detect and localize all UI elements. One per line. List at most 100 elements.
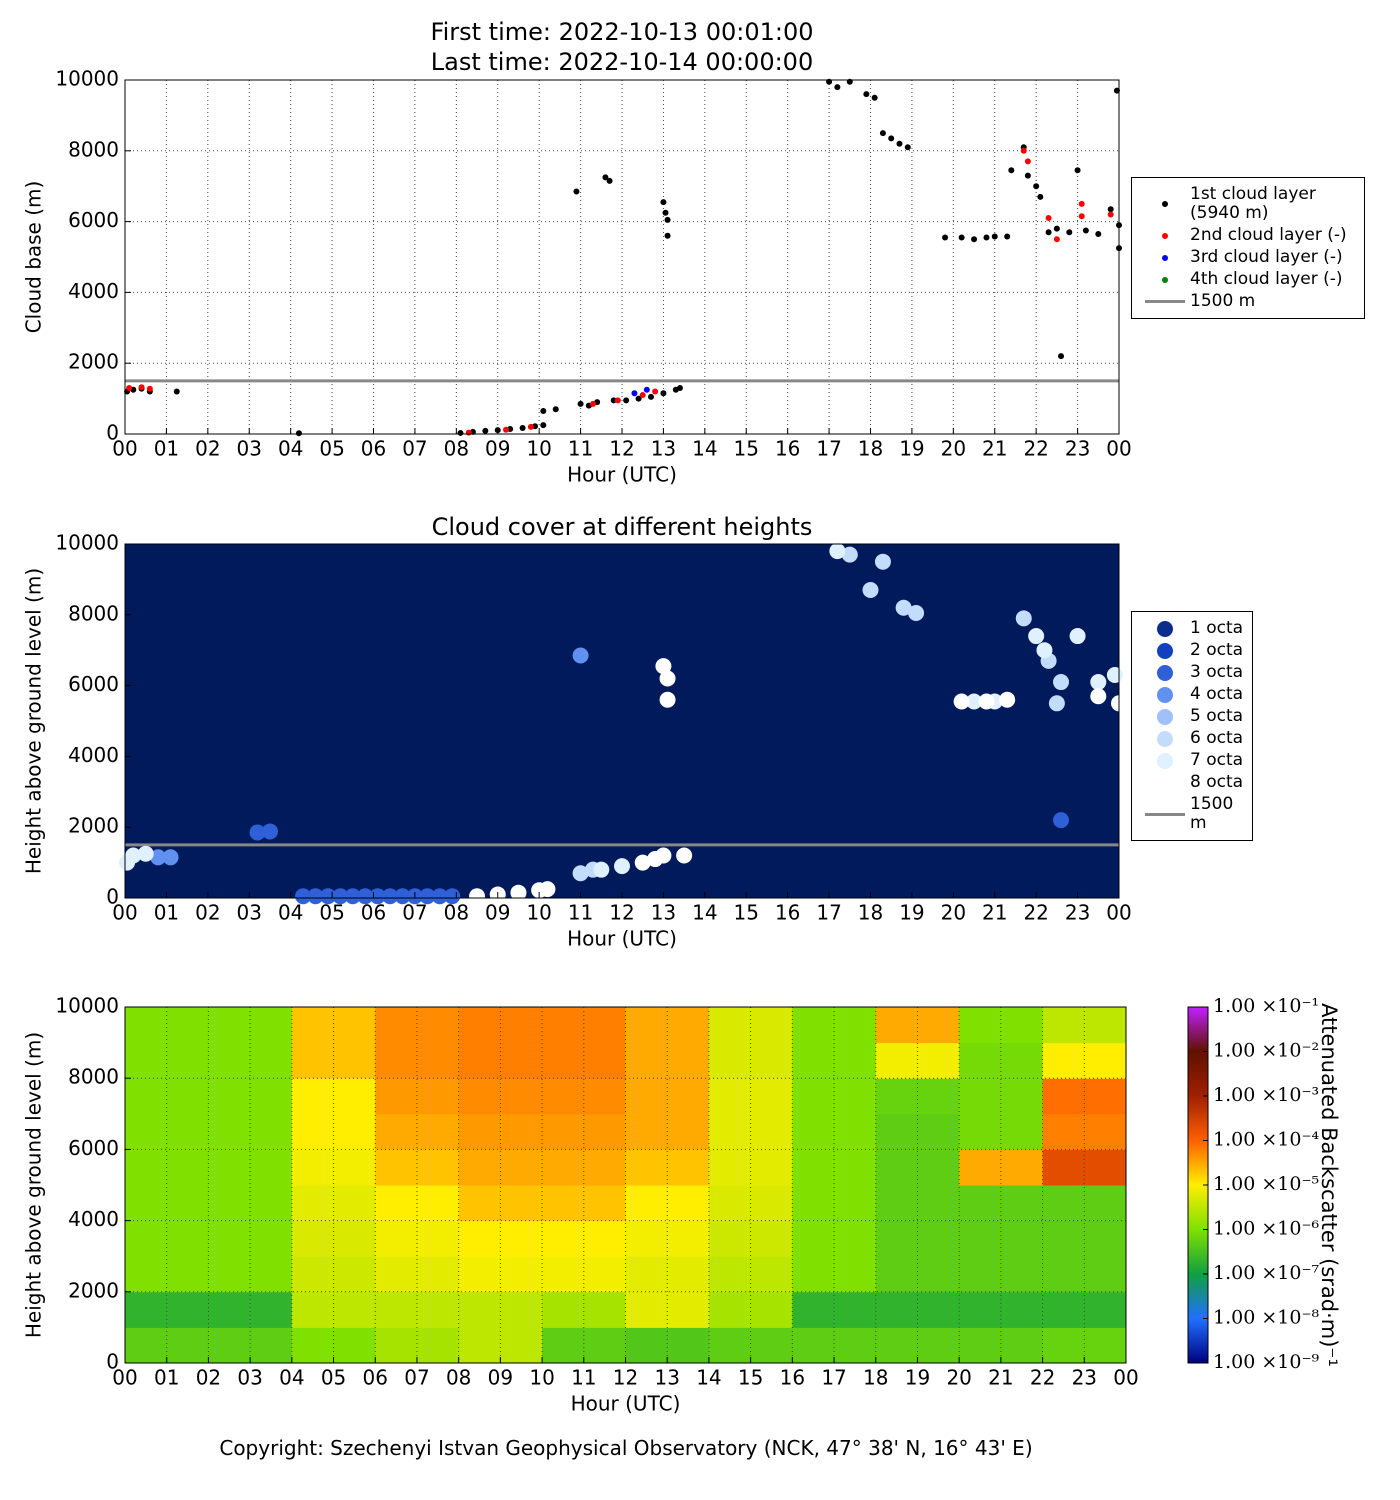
data-point [971,236,978,243]
data-point [1074,167,1081,174]
x-tick-label: 03 [237,1366,262,1390]
data-point [540,407,547,414]
data-point [173,388,180,395]
heatmap-cell [208,1007,293,1044]
heatmap-cell [625,1220,710,1257]
legend-swatch [1140,812,1190,816]
data-point [614,397,621,404]
data-point [1078,200,1085,207]
x-tick-label: 11 [568,901,593,925]
data-point [1024,158,1031,165]
heatmap-cell [708,1291,793,1328]
legend-entry: 1500 m [1140,795,1244,833]
plot-background [125,544,1119,898]
x-tick-label: 09 [485,901,510,925]
data-point [457,429,464,436]
data-point [539,881,556,898]
data-point [1033,183,1040,190]
legend-entry: 4 octa [1140,685,1244,704]
x-tick-label: 20 [946,1366,971,1390]
data-point [610,397,617,404]
y-tick-label: 6000 [68,208,119,232]
legend-entry: 2nd cloud layer (-) [1140,226,1356,245]
x-tick-label: 17 [816,901,841,925]
data-point [510,884,527,901]
data-point [150,849,167,866]
colorbar-tick-label: 1.00 ×10⁻⁵ [1213,1173,1319,1195]
data-point [540,422,547,429]
y-tick-label: 10000 [55,994,119,1018]
legend-swatch [1140,752,1190,769]
x-tick-label: 12 [613,1366,638,1390]
data-point [261,823,278,840]
heatmap-cell [625,1291,710,1328]
heatmap-cell [959,1042,1044,1079]
data-point [431,888,448,905]
heatmap-cell [458,1007,543,1044]
x-tick-label: 11 [568,437,593,461]
data-point [138,384,145,391]
legend-label: 1st cloud layer (5940 m) [1190,184,1316,223]
x-tick-label: 16 [780,1366,805,1390]
heatmap-cell [1042,1007,1127,1044]
legend-marker [1157,642,1173,659]
data-point [590,400,597,407]
heatmap-cell [375,1078,460,1115]
data-point [527,423,534,430]
data-point [503,426,510,433]
heatmap-cell [1042,1042,1127,1079]
x-tick-label: 04 [279,1366,304,1390]
heatmap-cell [1042,1220,1127,1257]
data-point [307,888,324,905]
y-tick-label: 8000 [68,1065,119,1089]
legend-entry: 3 octa [1140,663,1244,682]
heatmap-cell [708,1042,793,1079]
y-axis-label: Height above ground level (m) [22,1032,46,1338]
heatmap-cell [625,1007,710,1044]
data-point [652,388,659,395]
x-tick-label: 00 [1113,1366,1138,1390]
heatmap-cell [875,1291,960,1328]
data-point [1048,695,1065,712]
heatmap-cell [792,1007,877,1044]
legend-marker [1157,620,1173,637]
y-tick-label: 8000 [68,137,119,161]
heatmap-cell [208,1078,293,1115]
data-point [1058,353,1065,360]
heatmap-cell [1042,1256,1127,1293]
x-tick-label: 00 [1106,901,1131,925]
x-tick-label: 19 [899,901,924,925]
heatmap-cell [208,1042,293,1079]
data-point [137,845,154,862]
data-point [647,393,654,400]
data-point [664,216,671,223]
legend-swatch [1140,642,1190,659]
y-tick-label: 2000 [68,814,119,838]
data-point [1066,229,1073,236]
x-tick-label: 15 [734,437,759,461]
heatmap-cell [208,1256,293,1293]
heatmap-cell [375,1042,460,1079]
x-tick-label: 14 [692,901,717,925]
legend: 1st cloud layer (5940 m) 2nd cloud layer … [1131,177,1365,319]
x-tick-label: 18 [858,901,883,925]
data-point [1045,229,1052,236]
heatmap-cell [542,1220,626,1257]
heatmap-cell [291,1042,376,1079]
heatmap-cell [875,1256,960,1293]
data-point [958,234,965,241]
data-point [1078,213,1085,220]
chart-subtitle: Last time: 2022-10-14 00:00:00 [431,48,813,76]
heatmap-cell [291,1256,376,1293]
legend-marker [1157,708,1173,725]
heatmap-cell [375,1220,460,1257]
data-point [841,546,858,563]
legend: 1 octa 2 octa 3 octa 4 octa 5 octa 6 octa 7 oc… [1131,611,1253,841]
data-point [573,188,580,195]
legend-swatch [1140,708,1190,725]
y-tick-label: 0 [106,885,119,909]
data-point [1015,610,1032,627]
data-point [1053,225,1060,232]
x-tick-label: 18 [863,1366,888,1390]
x-tick-label: 14 [692,437,717,461]
